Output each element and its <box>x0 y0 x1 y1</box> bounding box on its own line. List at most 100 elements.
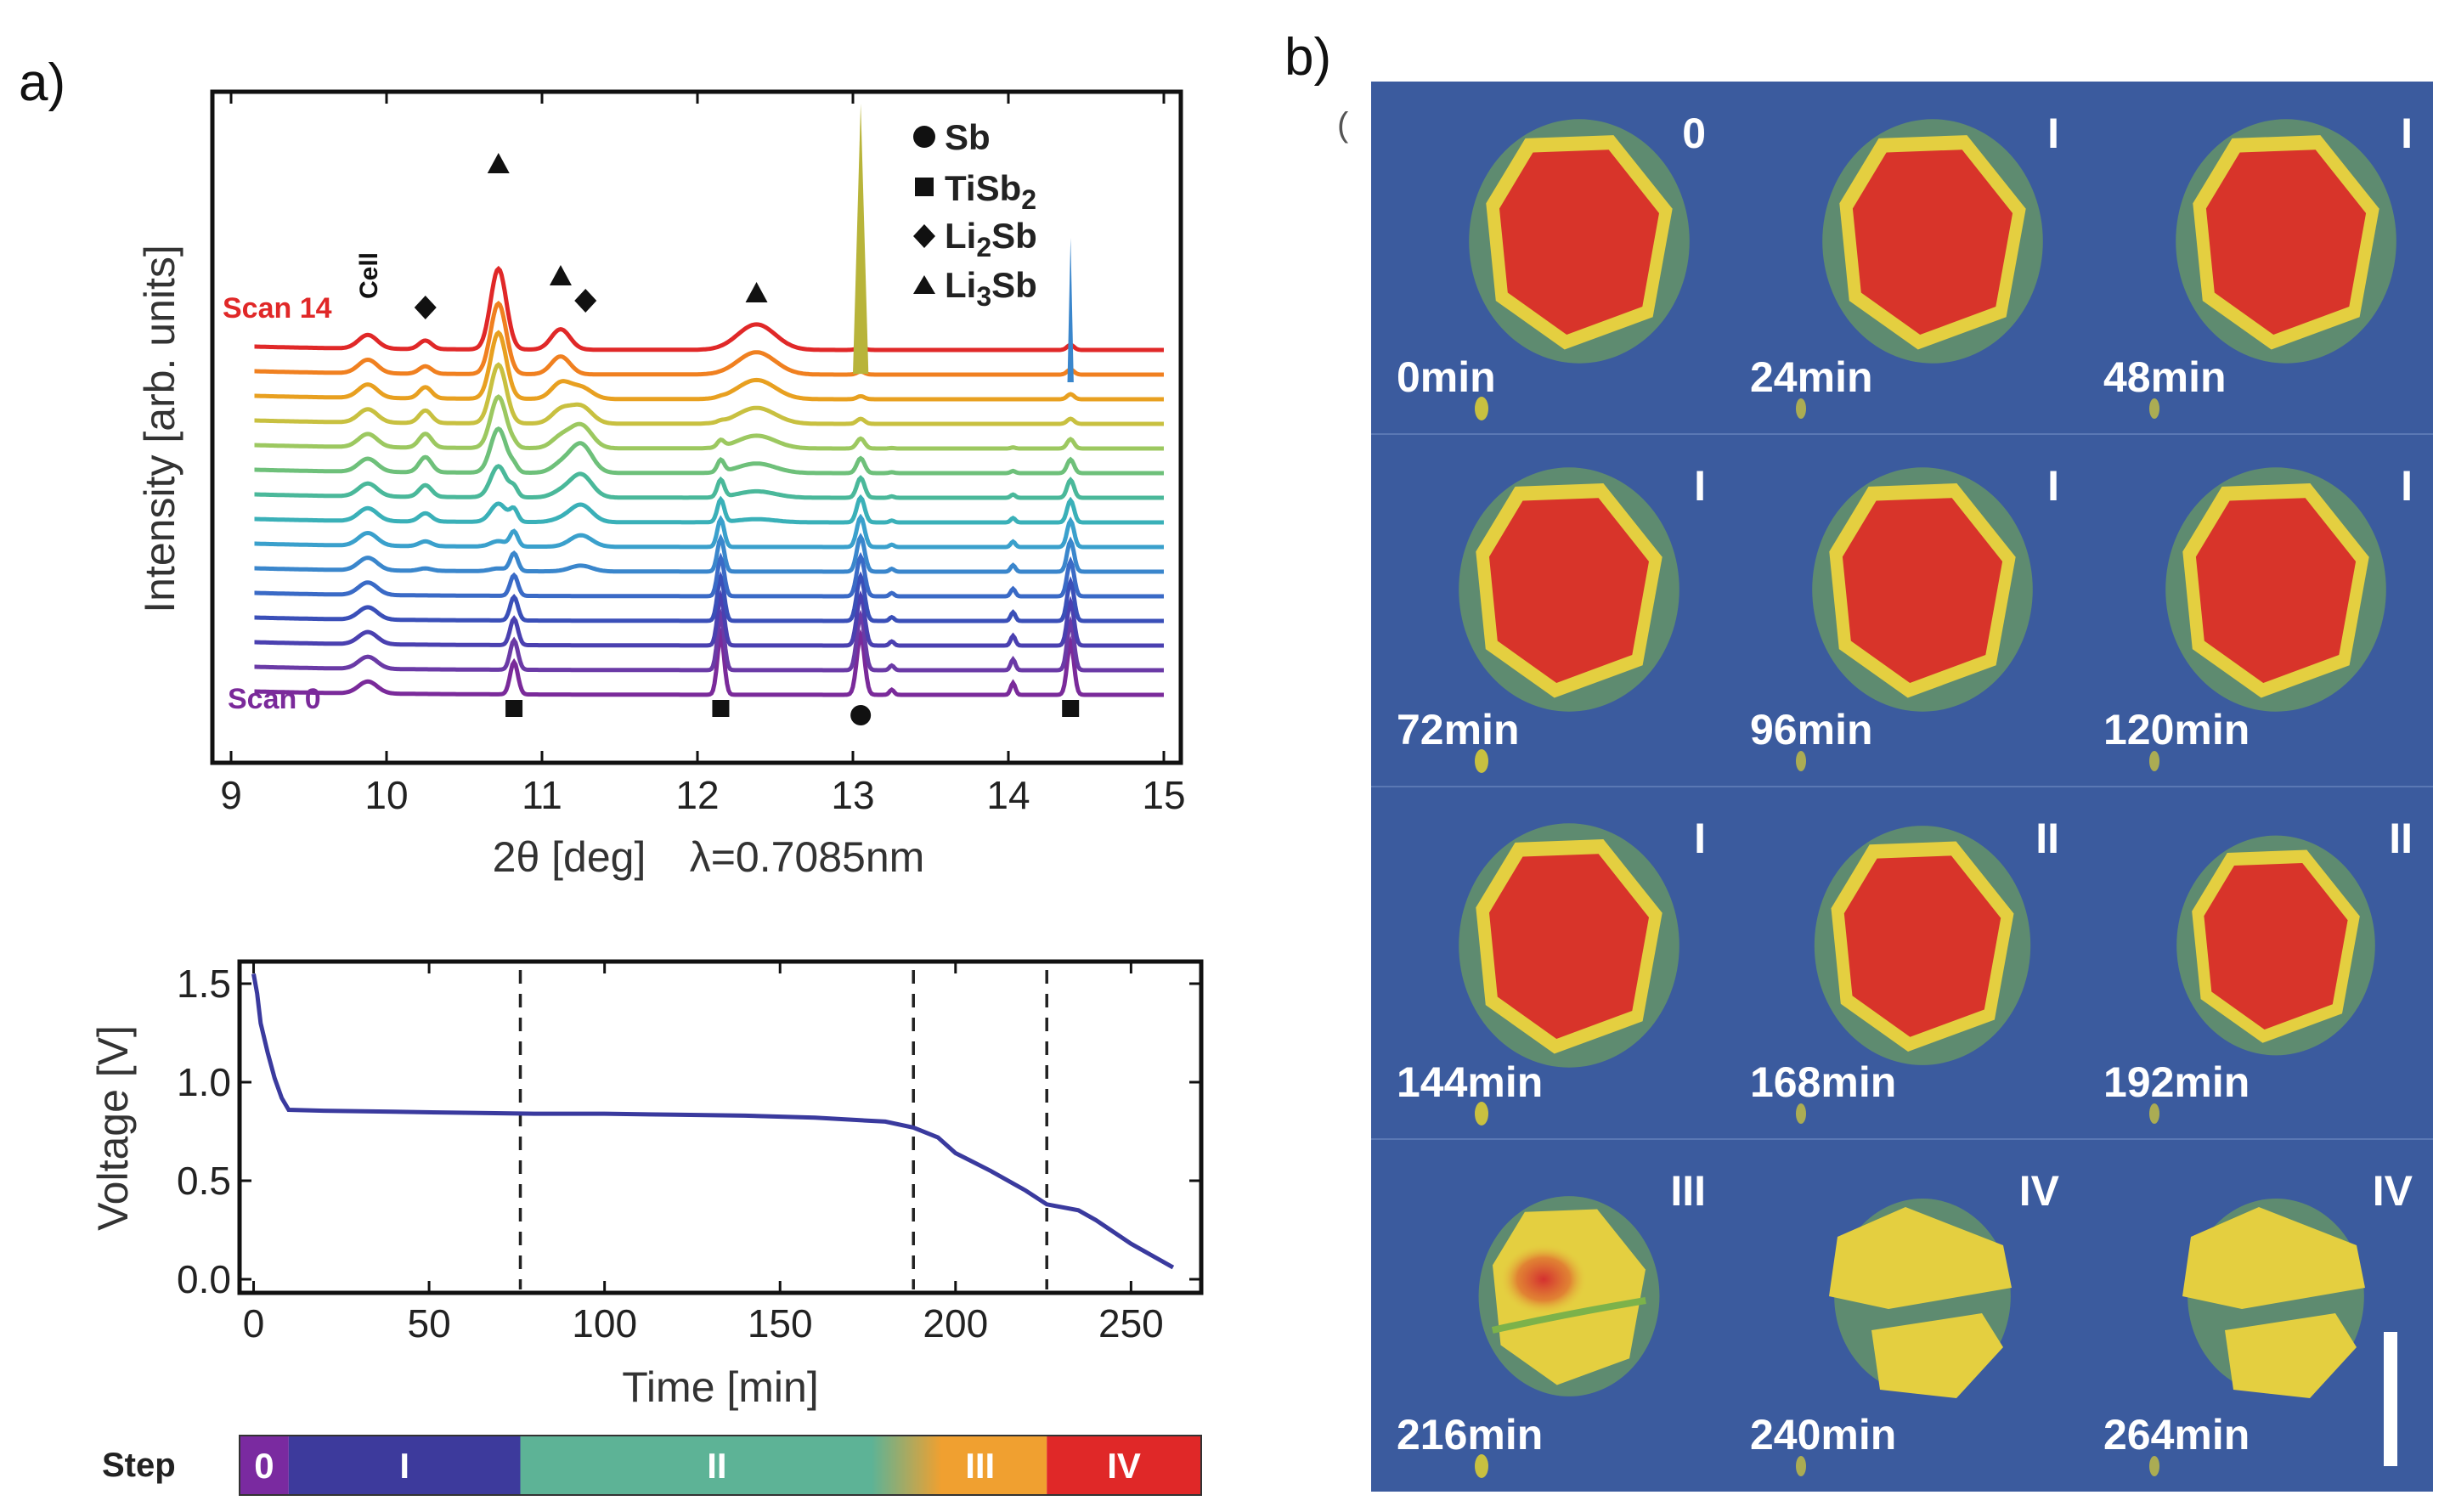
voltage-y-tick-label: 0.5 <box>177 1159 231 1203</box>
microscopy-frame: 120min I <box>2103 462 2413 771</box>
xrd-scan-curve <box>254 394 1164 451</box>
xrd-scan-curve <box>254 627 1164 697</box>
speck <box>1475 749 1488 773</box>
marker-triangle-li3sb <box>487 153 510 173</box>
xrd-phase-markers <box>414 153 1080 725</box>
marker-square-tisb2 <box>505 700 523 717</box>
voltage-x-axis-label: Time [min] <box>622 1363 819 1411</box>
legend-li2sb: Li2Sb <box>945 216 1037 262</box>
xrd-scan-curve <box>254 494 1164 525</box>
xrd-scan-curve <box>254 513 1164 550</box>
frame-time-label: 72min <box>1397 706 1520 753</box>
voltage-x-tick-label: 0 <box>243 1301 265 1346</box>
particle-red-spot <box>1499 1244 1588 1315</box>
speck <box>1796 1103 1806 1124</box>
particle-crack <box>1491 1297 1646 1334</box>
voltage-x-tick-label: 200 <box>923 1301 988 1346</box>
speck <box>1475 1454 1488 1478</box>
particle-core <box>2205 150 2367 335</box>
particle-core <box>1843 855 2001 1037</box>
stray-mark: ( <box>1337 106 1349 144</box>
xrd-scan-curve <box>254 330 1164 402</box>
cell-label: Cell <box>355 252 383 299</box>
panel-b-label: b) <box>1284 28 1331 87</box>
particle-core <box>1489 854 1649 1039</box>
xrd-scan-curve <box>254 533 1164 574</box>
frame-time-label: 192min <box>2103 1058 2250 1106</box>
particle-fragment-bottom <box>1871 1313 2003 1398</box>
frame-step-label: I <box>2401 462 2413 510</box>
legend-circle-icon <box>913 126 935 148</box>
step-segment-IV <box>1047 1436 1201 1495</box>
particle-core <box>1489 498 1649 683</box>
microscopy-frame: 144min I <box>1371 786 2433 1126</box>
frame-time-label: 240min <box>1750 1411 1896 1458</box>
speck <box>1475 397 1488 420</box>
voltage-x-tick-label: 100 <box>572 1301 637 1346</box>
microscopy-frame: 24min I <box>1750 110 2059 419</box>
frame-step-label: I <box>1694 462 1706 510</box>
xrd-y-axis-label: Intensity [arb. units] <box>136 245 183 613</box>
step-segment-label: I <box>399 1446 409 1486</box>
frame-step-label: II <box>2389 815 2413 862</box>
frame-step-label: 0 <box>1682 110 1706 157</box>
voltage-x-tick-label: 250 <box>1098 1301 1164 1346</box>
legend-square-icon <box>915 178 934 196</box>
frame-time-label: 264min <box>2103 1411 2250 1458</box>
voltage-curve <box>251 973 1175 1270</box>
scale-bar <box>2384 1332 2397 1466</box>
xrd-chart: 9 10 11 12 13 14 15 Intensity [arb. units] 2θ … <box>136 89 1186 881</box>
microscopy-frame: 192min II <box>2103 815 2413 1124</box>
frame-step-label: I <box>2047 110 2059 157</box>
frame-step-label: II <box>2035 815 2059 862</box>
marker-square-tisb2 <box>712 700 730 717</box>
marker-diamond-li2sb <box>574 289 597 313</box>
voltage-y-tick-label: 0.0 <box>177 1257 231 1301</box>
xrd-tick-label: 11 <box>522 773 562 817</box>
microscopy-frame: 72min I <box>1371 433 2433 773</box>
particle-core <box>2195 498 2357 683</box>
xrd-legend: Sb TiSb2 Li2Sb Li3Sb <box>913 117 1037 312</box>
xrd-tick-label: 14 <box>986 773 1030 817</box>
microscopy-grid: 0min024minI48minI72minI96minI120minI144m… <box>1371 82 2433 1492</box>
xrd-scan-curve <box>254 571 1164 623</box>
xrd-tick-label: 15 <box>1142 773 1185 817</box>
xrd-scan-curve <box>254 362 1164 426</box>
voltage-y-axis-label: Voltage [V] <box>89 1025 137 1231</box>
frame-step-label: IV <box>2019 1167 2060 1215</box>
frame-time-label: 24min <box>1750 353 1873 401</box>
microscopy-frame: 264min IV <box>2103 1167 2413 1476</box>
xrd-x-axis-label: 2θ [deg] <box>493 833 646 881</box>
step-segment-label: II <box>707 1446 726 1486</box>
xrd-scan-curve <box>254 608 1164 673</box>
marker-diamond-li2sb <box>414 296 437 319</box>
xrd-scan-curve <box>254 551 1164 599</box>
panel-a-label: a) <box>19 54 65 112</box>
marker-triangle-li3sb <box>745 282 768 302</box>
legend-sb: Sb <box>945 117 991 157</box>
legend-tisb2: TiSb2 <box>945 168 1036 215</box>
speck <box>2149 1103 2159 1124</box>
speck <box>1796 1456 1806 1476</box>
particle-core <box>1842 498 2003 683</box>
frame-time-label: 144min <box>1397 1058 1543 1106</box>
speck <box>2149 1456 2159 1476</box>
step-label: Step <box>102 1447 176 1484</box>
voltage-axes: 0 50 100 150 200 250 0.0 0.5 1.0 1.5 <box>177 962 1201 1346</box>
step-segment-I <box>288 1436 521 1495</box>
step-segment-label: IV <box>1107 1446 1141 1486</box>
microscopy-frame: 48min I <box>2103 110 2413 419</box>
particle-fragment-top <box>1829 1207 2012 1309</box>
marker-square-tisb2 <box>1062 700 1080 717</box>
microscopy-frame: 240min IV <box>1750 1167 2060 1476</box>
voltage-x-tick-label: 150 <box>748 1301 813 1346</box>
legend-triangle-icon <box>913 275 935 294</box>
step-segment-label: 0 <box>254 1446 274 1486</box>
frame-step-label: IV <box>2373 1167 2413 1215</box>
speck <box>2149 398 2159 419</box>
xrd-tick-label: 10 <box>364 773 408 817</box>
tisb2-peak-spike <box>1067 238 1074 382</box>
microscopy-frame: 0min 0 <box>1397 110 1706 420</box>
step-bar: 0 I II III IV <box>239 1435 1202 1496</box>
